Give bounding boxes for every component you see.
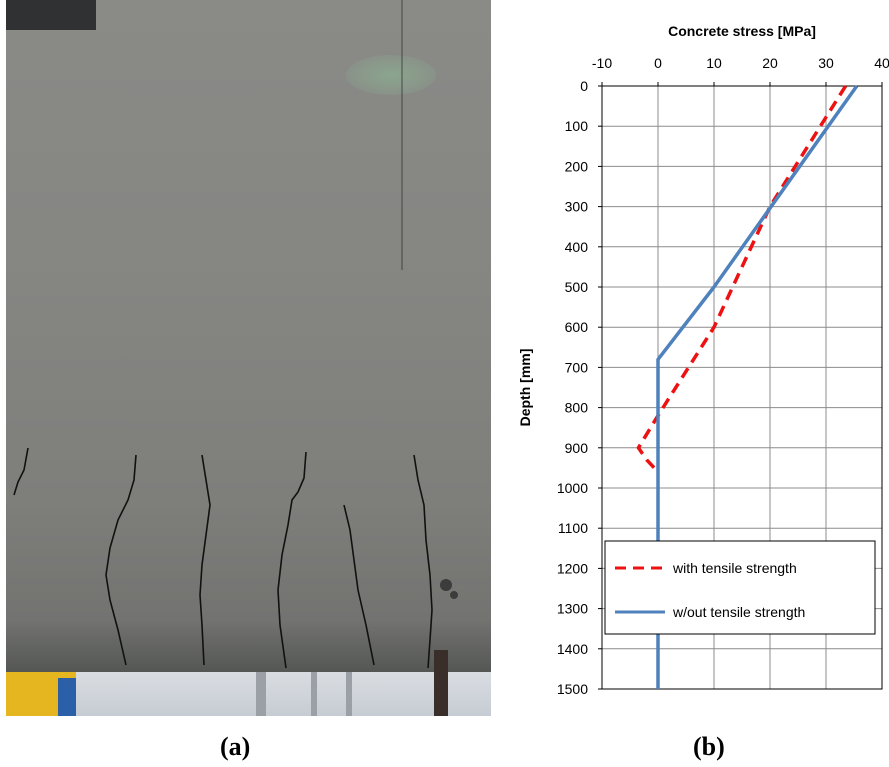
crack-line xyxy=(105,454,137,666)
photo-light-glare xyxy=(346,55,436,95)
photo-lab-floor xyxy=(6,672,491,716)
surface-stain xyxy=(450,591,458,599)
crack-line xyxy=(277,451,307,669)
legend-label-with-tensile: with tensile strength xyxy=(672,560,797,576)
chart-series-group xyxy=(636,84,859,689)
photo-support-post xyxy=(256,672,266,716)
y-tick-label: 400 xyxy=(565,239,589,255)
photo-blue-equipment xyxy=(58,678,76,716)
y-axis-title: Depth [mm] xyxy=(517,349,533,427)
x-tick-label: 30 xyxy=(818,55,834,71)
y-tick-label: 100 xyxy=(565,118,589,134)
y-tick-label: 1500 xyxy=(557,681,588,697)
y-tick-label: 1300 xyxy=(557,601,588,617)
beam-photo xyxy=(6,0,491,716)
y-tick-label: 1100 xyxy=(558,520,588,536)
y-tick-label: 500 xyxy=(565,279,589,295)
crack-markings xyxy=(13,447,458,669)
chart-legend: with tensile strength w/out tensile stre… xyxy=(604,540,876,635)
photo-beam-soffit xyxy=(6,620,491,672)
x-tick-label: -10 xyxy=(592,55,612,71)
x-axis-title: Concrete stress [MPa] xyxy=(668,23,816,39)
x-tick-label: 10 xyxy=(706,55,722,71)
x-tick-label: 0 xyxy=(654,55,662,71)
y-tick-label: 1000 xyxy=(557,480,588,496)
photo-support-post xyxy=(346,672,352,716)
x-tick-label: 40 xyxy=(874,55,889,71)
y-tick-label: 700 xyxy=(565,359,589,375)
photo-hand-tool xyxy=(434,650,448,716)
y-tick-label: 1200 xyxy=(557,560,588,576)
crack-line xyxy=(199,454,211,666)
y-tick-label: 0 xyxy=(580,78,588,94)
stress-depth-chart: -10 0 10 20 30 400100200300400500600700800900… xyxy=(517,23,889,697)
y-tick-label: 800 xyxy=(565,400,589,416)
surface-stain xyxy=(440,579,452,591)
y-tick-label: 600 xyxy=(565,319,589,335)
plot-area-frame xyxy=(601,85,883,690)
legend-label-without-tensile: w/out tensile strength xyxy=(672,604,805,620)
legend-box xyxy=(604,540,876,635)
panel-b-label: (b) xyxy=(693,732,725,761)
y-tick-label: 900 xyxy=(565,440,589,456)
y-tick-label: 1400 xyxy=(557,641,588,657)
photo-surface-seam xyxy=(401,0,403,270)
photo-top-fixture xyxy=(6,0,96,30)
x-tick-label: 20 xyxy=(762,55,778,71)
crack-line xyxy=(13,447,29,496)
crack-line xyxy=(343,504,375,666)
y-tick-label: 300 xyxy=(565,199,589,215)
series-without-tensile-line xyxy=(656,84,859,689)
panel-a-label: (a) xyxy=(220,732,251,761)
crack-line xyxy=(413,454,433,669)
chart-tick-labels: -10 0 10 20 30 400100200300400500600700800900… xyxy=(557,55,889,697)
y-tick-label: 200 xyxy=(565,158,589,174)
photo-support-post xyxy=(311,672,317,716)
